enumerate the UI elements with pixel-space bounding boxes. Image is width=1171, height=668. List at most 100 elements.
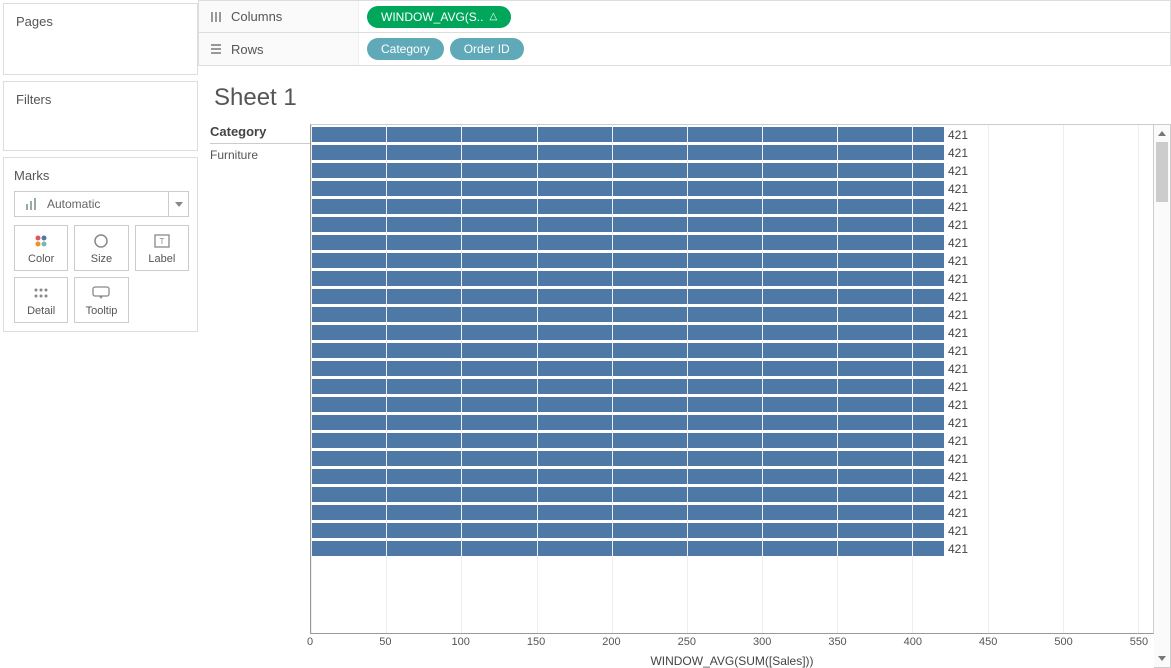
bar-row[interactable]: 421 bbox=[311, 541, 1153, 556]
bar-row[interactable]: 421 bbox=[311, 523, 1153, 538]
bar-row[interactable]: 421 bbox=[311, 433, 1153, 448]
marks-detail-label: Detail bbox=[27, 305, 55, 317]
bar-rect[interactable] bbox=[311, 127, 944, 142]
filters-title: Filters bbox=[16, 92, 185, 107]
pill-category[interactable]: Category bbox=[367, 38, 444, 60]
bar-row[interactable]: 421 bbox=[311, 307, 1153, 322]
pages-panel[interactable]: Pages bbox=[3, 3, 198, 75]
bar-value-label: 421 bbox=[944, 254, 968, 268]
bar-rect[interactable] bbox=[311, 451, 944, 466]
x-tick: 400 bbox=[904, 636, 922, 648]
bar-rect[interactable] bbox=[311, 361, 944, 376]
scroll-down-button[interactable] bbox=[1154, 650, 1170, 667]
marks-type-label: Automatic bbox=[47, 197, 100, 211]
bar-value-label: 421 bbox=[944, 506, 968, 520]
bar-value-label: 421 bbox=[944, 344, 968, 358]
marks-title: Marks bbox=[14, 168, 189, 183]
bar-rect[interactable] bbox=[311, 325, 944, 340]
bar-row[interactable]: 421 bbox=[311, 487, 1153, 502]
color-icon bbox=[32, 232, 50, 250]
bar-value-label: 421 bbox=[944, 146, 968, 160]
marks-detail-card[interactable]: Detail bbox=[14, 277, 68, 323]
bar-row[interactable]: 421 bbox=[311, 343, 1153, 358]
bar-row[interactable]: 421 bbox=[311, 361, 1153, 376]
marks-size-card[interactable]: Size bbox=[74, 225, 128, 271]
row-header-value[interactable]: Furniture bbox=[210, 144, 310, 162]
marks-tooltip-card[interactable]: Tooltip bbox=[74, 277, 128, 323]
bar-rect[interactable] bbox=[311, 235, 944, 250]
bar-row[interactable]: 421 bbox=[311, 145, 1153, 160]
bar-rect[interactable] bbox=[311, 199, 944, 214]
bar-rect[interactable] bbox=[311, 487, 944, 502]
bar-row[interactable]: 421 bbox=[311, 271, 1153, 286]
bar-rect[interactable] bbox=[311, 163, 944, 178]
bar-row[interactable]: 421 bbox=[311, 235, 1153, 250]
bars-region[interactable]: 421 421 421 421 421 421 421 421 421 421 421 421 421 4… bbox=[310, 124, 1154, 634]
marks-type-select[interactable]: Automatic bbox=[14, 191, 189, 217]
bar-row[interactable]: 421 bbox=[311, 469, 1153, 484]
rows-label: Rows bbox=[231, 42, 264, 57]
bar-row[interactable]: 421 bbox=[311, 379, 1153, 394]
x-axis-title[interactable]: WINDOW_AVG(SUM([Sales])) bbox=[310, 654, 1154, 668]
x-tick: 250 bbox=[678, 636, 696, 648]
tooltip-icon bbox=[92, 284, 110, 302]
x-tick: 0 bbox=[307, 636, 313, 648]
x-axis[interactable]: 050100150200250300350400450500550 bbox=[310, 634, 1154, 652]
bar-row[interactable]: 421 bbox=[311, 325, 1153, 340]
bar-row[interactable]: 421 bbox=[311, 253, 1153, 268]
bar-row[interactable]: 421 bbox=[311, 505, 1153, 520]
bar-rect[interactable] bbox=[311, 307, 944, 322]
columns-shelf[interactable]: Columns WINDOW_AVG(S..△ bbox=[198, 0, 1171, 33]
bar-rect[interactable] bbox=[311, 217, 944, 232]
pill-order-id[interactable]: Order ID bbox=[450, 38, 524, 60]
vertical-scrollbar[interactable] bbox=[1154, 124, 1171, 668]
bar-row[interactable]: 421 bbox=[311, 199, 1153, 214]
chart: 421 421 421 421 421 421 421 421 421 421 421 421 421 4… bbox=[310, 124, 1154, 668]
scroll-thumb[interactable] bbox=[1156, 142, 1168, 202]
bar-row[interactable]: 421 bbox=[311, 451, 1153, 466]
bar-row[interactable]: 421 bbox=[311, 217, 1153, 232]
bar-row[interactable]: 421 bbox=[311, 181, 1153, 196]
bar-value-label: 421 bbox=[944, 236, 968, 250]
bar-row[interactable]: 421 bbox=[311, 415, 1153, 430]
scroll-up-button[interactable] bbox=[1154, 125, 1170, 142]
bar-rect[interactable] bbox=[311, 397, 944, 412]
bar-rect[interactable] bbox=[311, 433, 944, 448]
bar-rect[interactable] bbox=[311, 271, 944, 286]
bar-rect[interactable] bbox=[311, 181, 944, 196]
bar-rect[interactable] bbox=[311, 289, 944, 304]
scroll-track[interactable] bbox=[1154, 142, 1170, 650]
bar-row[interactable]: 421 bbox=[311, 289, 1153, 304]
sheet-title[interactable]: Sheet 1 bbox=[210, 84, 1171, 112]
bar-row[interactable]: 421 bbox=[311, 163, 1153, 178]
filters-panel[interactable]: Filters bbox=[3, 81, 198, 151]
x-tick: 500 bbox=[1054, 636, 1072, 648]
x-tick: 300 bbox=[753, 636, 771, 648]
bar-rect[interactable] bbox=[311, 379, 944, 394]
bar-rect[interactable] bbox=[311, 253, 944, 268]
bar-rect[interactable] bbox=[311, 541, 944, 556]
bar-rect[interactable] bbox=[311, 145, 944, 160]
x-tick: 550 bbox=[1130, 636, 1148, 648]
bar-rect[interactable] bbox=[311, 415, 944, 430]
marks-label-card[interactable]: T Label bbox=[135, 225, 189, 271]
bar-value-label: 421 bbox=[944, 398, 968, 412]
bar-value-label: 421 bbox=[944, 272, 968, 286]
bar-row[interactable]: 421 bbox=[311, 397, 1153, 412]
x-tick: 450 bbox=[979, 636, 997, 648]
marks-type-caret[interactable] bbox=[168, 192, 188, 216]
bar-row[interactable]: 421 bbox=[311, 127, 1153, 142]
bar-rect[interactable] bbox=[311, 343, 944, 358]
row-headers: Category Furniture bbox=[210, 124, 310, 668]
pill-window-avg-s-[interactable]: WINDOW_AVG(S..△ bbox=[367, 6, 511, 28]
bar-rect[interactable] bbox=[311, 469, 944, 484]
row-header-title[interactable]: Category bbox=[210, 124, 310, 144]
bar-rect[interactable] bbox=[311, 505, 944, 520]
bar-value-label: 421 bbox=[944, 380, 968, 394]
marks-color-card[interactable]: Color bbox=[14, 225, 68, 271]
bar-value-label: 421 bbox=[944, 452, 968, 466]
marks-label-label: Label bbox=[148, 253, 175, 265]
bar-rect[interactable] bbox=[311, 523, 944, 538]
x-tick: 50 bbox=[379, 636, 391, 648]
rows-shelf[interactable]: Rows Category Order ID bbox=[198, 33, 1171, 66]
